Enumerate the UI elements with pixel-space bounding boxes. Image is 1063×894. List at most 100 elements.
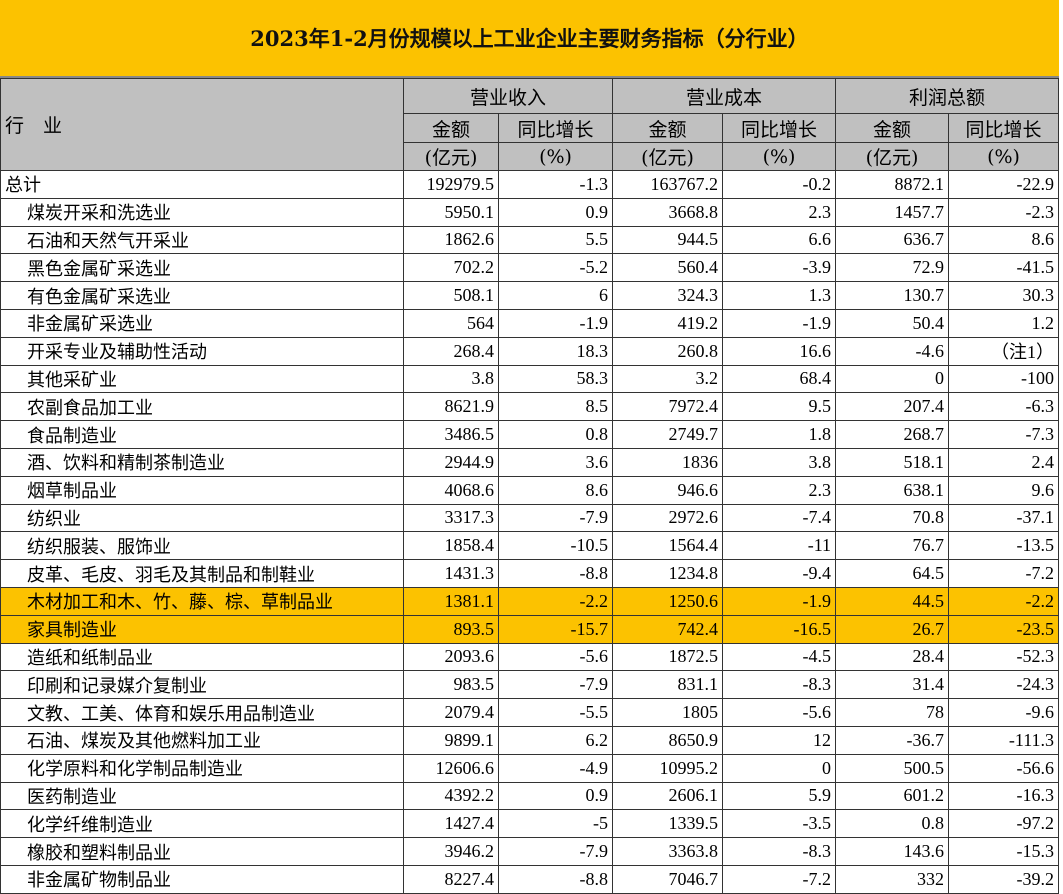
revenue-amount-cell: 508.1 [403,281,499,310]
revenue-growth-cell: -4.9 [497,753,614,783]
revenue-amount-cell: 2093.6 [403,642,499,672]
profit-growth-cell: -24.3 [948,670,1060,700]
profit-growth-cell: -39.2 [948,864,1060,894]
industry-name: 木材加工和木、竹、藤、棕、草制品业 [0,586,404,616]
profit-amount-cell: 0.8 [835,809,950,839]
table-row: 有色金属矿采选业 508.1 6 324.3 1.3 130.7 30.3 [0,281,1060,310]
cost-amount-cell: 1805 [612,698,724,727]
revenue-amount-cell: 2079.4 [403,698,499,727]
revenue-amount-cell: 8621.9 [403,392,499,422]
profit-amount-cell: 601.2 [835,781,950,811]
industry-name: 纺织业 [0,503,404,533]
revenue-amount-cell: 1381.1 [403,586,499,616]
profit-growth-cell: 1.2 [948,308,1060,338]
revenue-growth-cell: 6 [497,281,614,310]
table-row: 石油、煤炭及其他燃料加工业 9899.1 6.2 8650.9 12 -36.7 -111.… [0,725,1060,755]
table-row: 石油和天然气开采业 1862.6 5.5 944.5 6.6 636.7 8.6 [0,225,1060,255]
revenue-amount-cell: 1427.4 [403,809,499,839]
profit-amount-cell: 78 [835,698,950,727]
growth-header: 同比增长 [948,113,1060,143]
amount-header: 金额 [403,113,499,143]
profit-growth-cell: -52.3 [948,642,1060,672]
profit-growth-cell: 9.6 [948,475,1060,505]
cost-growth-cell: -7.2 [722,864,837,894]
revenue-amount-cell: 4392.2 [403,781,499,811]
cost-amount-cell: 3363.8 [612,837,724,866]
cost-amount-cell: 946.6 [612,475,724,505]
revenue-growth-cell: -7.9 [497,670,614,700]
revenue-growth-cell: -1.9 [497,308,614,338]
profit-amount-cell: 207.4 [835,392,950,422]
profit-amount-cell: 70.8 [835,503,950,533]
industry-name: 其他采矿业 [0,364,404,394]
amount-header: 金额 [612,113,724,143]
revenue-amount-cell: 2944.9 [403,447,499,477]
revenue-amount-cell: 12606.6 [403,753,499,783]
cost-growth-cell: 2.3 [722,197,837,227]
table-row: 橡胶和塑料制品业 3946.2 -7.9 3363.8 -8.3 143.6 -15.3 [0,837,1060,866]
revenue-growth-cell: 5.5 [497,225,614,255]
profit-amount-cell: 130.7 [835,281,950,310]
cost-growth-cell: -8.3 [722,670,837,700]
cost-amount-cell: 419.2 [612,308,724,338]
revenue-growth-cell: -8.8 [497,864,614,894]
cost-growth-cell: 6.6 [722,225,837,255]
profit-growth-cell: -111.3 [948,725,1060,755]
cost-amount-cell: 1339.5 [612,809,724,839]
revenue-growth-cell: -7.9 [497,503,614,533]
cost-growth-cell: 9.5 [722,392,837,422]
table-row: 化学纤维制造业 1427.4 -5 1339.5 -3.5 0.8 -97.2 [0,809,1060,839]
cost-growth-cell: -3.9 [722,253,837,283]
cost-amount-cell: 2749.7 [612,420,724,449]
revenue-amount-cell: 9899.1 [403,725,499,755]
cost-amount-cell: 260.8 [612,336,724,366]
table-row: 化学原料和化学制品制造业 12606.6 -4.9 10995.2 0 500.5 -56.… [0,753,1060,783]
revenue-growth-cell: -1.3 [497,170,614,199]
profit-amount-cell: 31.4 [835,670,950,700]
table-row: 木材加工和木、竹、藤、棕、草制品业 1381.1 -2.2 1250.6 -1.9 44.… [0,586,1060,616]
table-row: 煤炭开采和洗选业 5950.1 0.9 3668.8 2.3 1457.7 -2.3 [0,197,1060,227]
revenue-growth-cell: 18.3 [497,336,614,366]
profit-growth-cell: -13.5 [948,531,1060,561]
profit-growth-cell: -15.3 [948,837,1060,866]
cost-amount-cell: 1836 [612,447,724,477]
table-row: 非金属矿物制品业 8227.4 -8.8 7046.7 -7.2 332 -39.2 [0,864,1060,894]
revenue-amount-cell: 564 [403,308,499,338]
industry-name: 橡胶和塑料制品业 [0,837,404,866]
table-row: 纺织服装、服饰业 1858.4 -10.5 1564.4 -11 76.7 -13.5 [0,531,1060,561]
revenue-growth-cell: -5 [497,809,614,839]
revenue-growth-cell: -7.9 [497,837,614,866]
profit-growth-cell: （注1） [948,336,1060,366]
cost-growth-cell: -4.5 [722,642,837,672]
cost-growth-cell: 1.3 [722,281,837,310]
industry-name: 石油和天然气开采业 [0,225,404,255]
industry-name: 皮革、毛皮、羽毛及其制品和制鞋业 [0,559,404,588]
profit-growth-cell: -2.3 [948,197,1060,227]
table-row: 家具制造业 893.5 -15.7 742.4 -16.5 26.7 -23.5 [0,614,1060,644]
revenue-amount-cell: 1858.4 [403,531,499,561]
industry-header: 行 业 [0,78,404,171]
table-row: 总计 192979.5 -1.3 163767.2 -0.2 8872.1 -22.9 [0,170,1060,199]
profit-amount-cell: 50.4 [835,308,950,338]
cost-amount-cell: 324.3 [612,281,724,310]
table-row: 烟草制品业 4068.6 8.6 946.6 2.3 638.1 9.6 [0,475,1060,505]
table-row: 食品制造业 3486.5 0.8 2749.7 1.8 268.7 -7.3 [0,420,1060,449]
industry-name: 黑色金属矿采选业 [0,253,404,283]
cost-growth-cell: -3.5 [722,809,837,839]
profit-growth-cell: -7.2 [948,559,1060,588]
profit-growth-cell: -7.3 [948,420,1060,449]
revenue-amount-cell: 3946.2 [403,837,499,866]
growth-header: 同比增长 [497,113,614,143]
revenue-amount-cell: 192979.5 [403,170,499,199]
profit-amount-cell: -4.6 [835,336,950,366]
cost-growth-cell: 1.8 [722,420,837,449]
industry-name: 农副食品加工业 [0,392,404,422]
revenue-amount-cell: 702.2 [403,253,499,283]
table-row: 造纸和纸制品业 2093.6 -5.6 1872.5 -4.5 28.4 -52.3 [0,642,1060,672]
profit-growth-cell: -97.2 [948,809,1060,839]
table-row: 非金属矿采选业 564 -1.9 419.2 -1.9 50.4 1.2 [0,308,1060,338]
cost-growth-cell: -8.3 [722,837,837,866]
table-title: 2023年1-2月份规模以上工业企业主要财务指标（分行业） [0,0,1059,78]
revenue-growth-cell: 0.8 [497,420,614,449]
cost-amount-cell: 2606.1 [612,781,724,811]
